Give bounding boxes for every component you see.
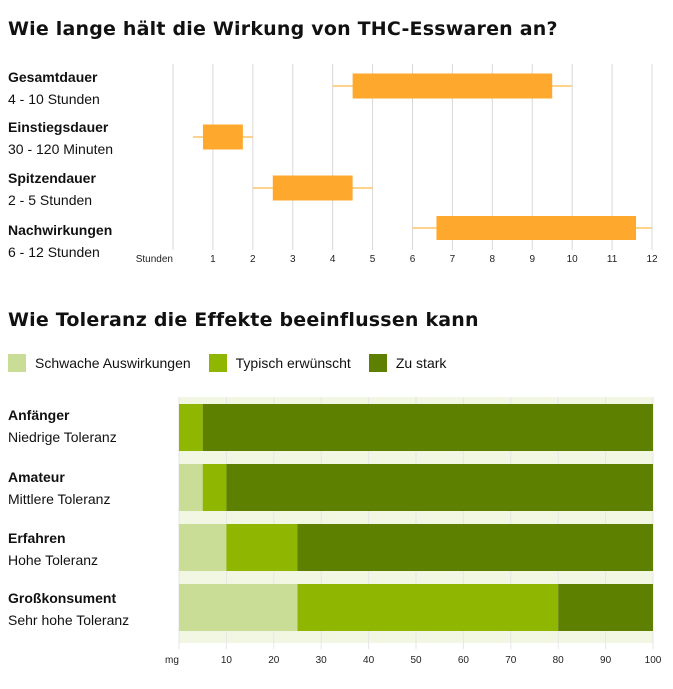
tolerance-tick-label: 50 xyxy=(410,655,422,666)
duration-box xyxy=(272,175,353,201)
duration-tick-label: 5 xyxy=(370,254,376,265)
duration-axis-label: Stunden xyxy=(136,254,173,265)
duration-tick-label: 2 xyxy=(250,254,256,265)
duration-tick-label: 12 xyxy=(646,254,658,265)
legend-item-strong: Zu stark xyxy=(368,354,447,372)
legend-label-strong: Zu stark xyxy=(395,355,447,371)
legend-label-desired: Typisch erwünscht xyxy=(235,355,351,371)
tolerance-tick-label: 100 xyxy=(645,655,662,666)
duration-row-label-after: Nachwirkungen 6 - 12 Stunden xyxy=(8,223,112,259)
duration-row-name: Einstiegsdauer xyxy=(8,119,109,135)
duration-tick-label: 11 xyxy=(607,254,618,265)
tolerance-row-name: Anfänger xyxy=(8,407,70,423)
legend-swatch-weak xyxy=(8,354,26,372)
tolerance-tick-label: 40 xyxy=(363,655,375,666)
legend-swatch-desired xyxy=(208,354,227,372)
duration-tick-label: 8 xyxy=(490,254,496,265)
tolerance-bar-segment xyxy=(558,584,653,631)
duration-tick-label: 1 xyxy=(210,254,216,265)
tolerance-tick-label: 10 xyxy=(221,655,233,666)
legend-item-weak: Schwache Auswirkungen xyxy=(8,354,191,372)
tolerance-bar-segment xyxy=(202,404,653,451)
tolerance-legend: Schwache Auswirkungen Typisch erwünscht … xyxy=(8,354,464,372)
duration-row-name: Nachwirkungen xyxy=(8,222,113,238)
tolerance-bar-segment xyxy=(179,404,203,451)
duration-box xyxy=(436,216,637,240)
duration-box xyxy=(352,73,553,99)
duration-row-label-total: Gesamtdauer 4 - 10 Stunden xyxy=(8,70,100,106)
duration-row-label-onset: Einstiegsdauer 30 - 120 Minuten xyxy=(8,120,113,156)
tolerance-row-name: Erfahren xyxy=(8,530,66,546)
duration-chart-title: Wie lange hält die Wirkung von THC-Esswa… xyxy=(8,18,558,40)
tolerance-tick-label: 80 xyxy=(553,655,565,666)
duration-tick-label: 7 xyxy=(450,254,456,265)
tolerance-row-name: Großkonsument xyxy=(8,590,117,606)
tolerance-row-label-heavy: Großkonsument Sehr hohe Toleranz xyxy=(8,591,129,627)
tolerance-bar-segment xyxy=(297,584,559,631)
tolerance-row-label-beginner: Anfänger Niedrige Toleranz xyxy=(8,408,117,444)
duration-row-range: 30 - 120 Minuten xyxy=(8,141,114,157)
tolerance-chart-title: Wie Toleranz die Effekte beeinflussen ka… xyxy=(8,309,479,331)
duration-row-name: Spitzendauer xyxy=(8,170,96,186)
duration-row-range: 2 - 5 Stunden xyxy=(8,192,93,208)
duration-tick-label: 4 xyxy=(330,254,336,265)
tolerance-bar-segment xyxy=(179,584,298,631)
duration-tick-label: 6 xyxy=(410,254,416,265)
tolerance-tick-label: 30 xyxy=(316,655,328,666)
tolerance-row-level: Sehr hohe Toleranz xyxy=(8,612,130,628)
duration-box xyxy=(202,124,243,150)
duration-row-range: 4 - 10 Stunden xyxy=(8,91,100,107)
tolerance-row-level: Mittlere Toleranz xyxy=(8,491,111,507)
tolerance-bar-segment xyxy=(297,524,653,571)
tolerance-row-level: Hohe Toleranz xyxy=(8,552,99,568)
duration-tick-label: 3 xyxy=(290,254,296,265)
tolerance-row-label-amateur: Amateur Mittlere Toleranz xyxy=(8,470,110,506)
tolerance-row-label-experienced: Erfahren Hohe Toleranz xyxy=(8,531,98,567)
duration-row-range: 6 - 12 Stunden xyxy=(8,244,100,260)
tolerance-bar-segment xyxy=(179,464,203,511)
duration-tick-label: 9 xyxy=(529,254,535,265)
legend-swatch-strong xyxy=(368,354,387,372)
duration-row-name: Gesamtdauer xyxy=(8,69,98,85)
tolerance-row-name: Amateur xyxy=(8,469,65,485)
tolerance-bar-segment xyxy=(202,464,227,511)
tolerance-row-level: Niedrige Toleranz xyxy=(8,429,117,445)
duration-row-label-peak: Spitzendauer 2 - 5 Stunden xyxy=(8,171,96,207)
tolerance-bar-segment xyxy=(226,464,653,511)
tolerance-bar-segment xyxy=(179,524,227,571)
duration-tick-label: 10 xyxy=(567,254,579,265)
tolerance-tick-label: 60 xyxy=(458,655,470,666)
legend-item-desired: Typisch erwünscht xyxy=(208,354,351,372)
tolerance-axis-label: mg xyxy=(165,655,179,666)
tolerance-tick-label: 70 xyxy=(505,655,517,666)
tolerance-tick-label: 20 xyxy=(268,655,280,666)
tolerance-bar-segment xyxy=(226,524,298,571)
tolerance-tick-label: 90 xyxy=(600,655,612,666)
legend-label-weak: Schwache Auswirkungen xyxy=(35,355,191,371)
